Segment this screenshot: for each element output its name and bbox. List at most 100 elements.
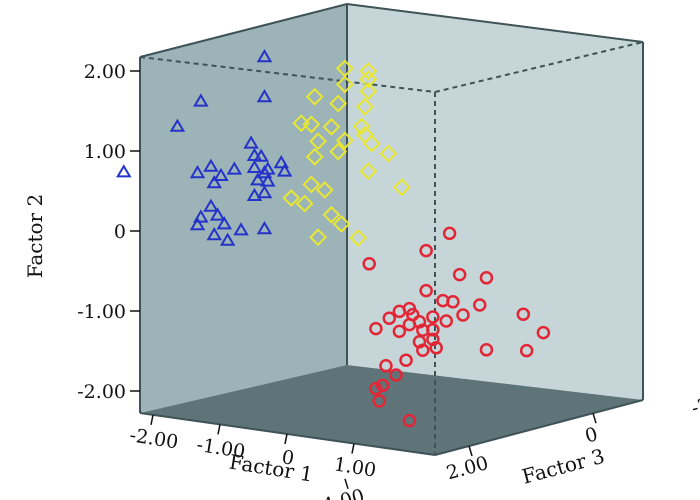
triangle-point [246,159,263,173]
diamond-point [379,144,398,163]
z-tick-mark [468,445,473,457]
circle-point [402,317,417,332]
triangle-point [250,172,266,186]
y-tick-label: -1.00 [77,301,126,323]
circle-point [442,226,457,241]
y-tick-label: 2.00 [84,61,126,83]
diamond-point [349,229,368,247]
circle-point [379,359,393,373]
diamond-point [309,132,327,151]
z-tick-label: 4.00 [320,485,367,500]
circle-point [516,307,531,321]
x-tick-mark [351,443,355,454]
left-wall [140,4,347,413]
triangle-point [193,93,209,107]
triangle-point [256,165,273,179]
x-tick-label: 1.00 [332,453,377,481]
circle-point [369,321,383,336]
z-tick-label: 0 [583,423,600,447]
circle-point [392,304,407,319]
y-tick-label: 0 [114,221,126,243]
diamond-point [356,125,374,144]
circle-point [389,368,403,382]
diamond-point [356,97,374,116]
triangle-point [116,164,132,178]
triangle-point [276,163,293,177]
circle-point [399,353,413,367]
x-tick-mark [150,414,154,425]
triangle-point [189,217,206,231]
diamond-point [329,94,348,113]
z-tick-mark [344,478,349,490]
triangle-point [206,175,222,189]
diamond-point [309,228,327,247]
z-axis-label: Factor 3 [519,444,607,489]
circle-point [392,324,407,339]
triangle-point [273,155,289,169]
diamond-point [305,87,324,106]
circle-point [446,295,460,309]
y-axis-ticks: 2.00 1.00 0 -1.00 -2.00 [77,61,140,403]
triangle-point [206,227,222,241]
diamond-point [352,117,371,136]
diamond-point [329,142,348,161]
triangle-point [256,221,273,235]
triangle-point [169,118,186,132]
diamond-point [322,205,341,224]
triangle-point [246,187,263,201]
triangle-point [253,148,269,162]
diamond-point [302,115,321,134]
x-axis-label: Factor 1 [228,450,315,487]
circle-point [479,343,494,357]
triangle-point [209,207,226,221]
triangle-point [256,185,273,199]
x-tick-label: 0 [280,446,295,470]
x-tick-mark [217,424,221,435]
circle-point [426,323,440,337]
diamond-point [392,178,411,197]
z-tick-label: 2.00 [444,452,491,484]
triangle-point [233,222,249,236]
circle-point [375,378,390,393]
triangle-point [213,167,229,181]
circle-point [419,283,433,298]
triangle-point [226,161,243,175]
circle-point [402,413,417,428]
circle-point [369,381,383,396]
circle-point [536,325,551,340]
x-tick-mark [284,433,288,445]
z-tick-mark [592,413,597,424]
circle-point [426,310,440,324]
triangle-point [203,198,219,212]
y-axis-label: Factor 2 [23,194,47,278]
circle-point [519,343,534,358]
circle-point [479,271,494,285]
z-tick-label: -2.00 [689,386,700,420]
circle-point [439,314,453,328]
diamond-point [335,75,354,94]
circle-point [419,243,433,258]
circle-point [473,298,487,312]
back-wall [347,4,643,400]
circle-point [362,257,376,271]
triangle-point [216,216,233,230]
triangle-point [189,165,206,179]
diamond-point [332,215,351,233]
diamond-point [359,82,378,101]
triangle-point [193,209,209,223]
diamond-point [315,181,334,199]
diamond-point [282,189,301,207]
diamond-point [359,62,378,81]
diamond-point [305,147,324,166]
triangle-point [256,49,273,63]
diamond-point [335,131,354,150]
diamond-point [359,70,378,89]
triangle-point [256,89,273,103]
x-tick-label: -2.00 [128,424,180,453]
triangle-point [260,173,276,187]
diamond-point [322,117,341,136]
circle-point [416,343,430,357]
diamond-point [295,194,314,213]
box-edge-bottom-front-left [139,412,436,456]
